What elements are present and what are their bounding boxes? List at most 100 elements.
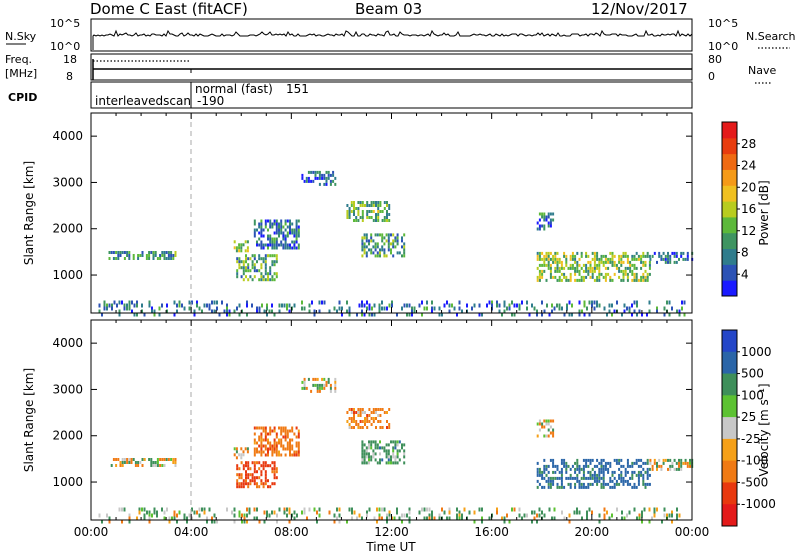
cpid-label: CPID (8, 91, 37, 104)
echo-cell (346, 300, 348, 305)
echo-cell (368, 306, 371, 311)
echo-cell (673, 254, 676, 258)
echo-cell (368, 408, 371, 411)
echo-cell (275, 260, 278, 264)
echo-cell (256, 450, 258, 454)
x-tick-label: 12:00 (374, 525, 409, 539)
echo-cell (403, 303, 406, 308)
echo-cell (261, 303, 263, 308)
echo-cell (350, 408, 353, 411)
echo-cell (374, 254, 377, 258)
echo-cell (580, 278, 583, 282)
echo-cell (242, 272, 245, 276)
echo-cell (172, 458, 175, 461)
echo-cell (667, 257, 669, 261)
echo-cell (269, 444, 272, 448)
echo-cell (600, 470, 603, 474)
echo-cell (586, 513, 588, 518)
echo-cell (401, 519, 403, 524)
echo-cell (325, 179, 328, 183)
echo-cell (280, 441, 283, 445)
echo-cell (113, 300, 116, 305)
echo-cell (191, 516, 193, 521)
echo-cell (613, 254, 616, 258)
echo-cell (390, 233, 392, 237)
echo-cell (390, 248, 392, 252)
echo-cell (558, 470, 561, 474)
echo-cell (549, 251, 552, 255)
echo-cell (640, 257, 643, 261)
echo-cell (646, 312, 648, 317)
echo-cell (638, 513, 641, 518)
echo-cell (262, 464, 265, 468)
power-ylabel: Slant Range [km] (22, 161, 36, 265)
echo-cell (623, 516, 626, 521)
cpid-name-2: normal (fast) (195, 82, 273, 96)
echo-cell (310, 179, 313, 183)
echo-cell (278, 441, 280, 445)
echo-cell (156, 464, 159, 467)
echo-cell (118, 300, 121, 305)
echo-cell (236, 482, 239, 486)
echo-cell (228, 309, 231, 314)
echo-cell (295, 219, 298, 223)
echo-cell (554, 269, 557, 273)
echo-cell (276, 513, 278, 518)
echo-cell (291, 228, 294, 232)
echo-cell (403, 443, 406, 447)
echo-cell (262, 228, 265, 232)
echo-cell (206, 516, 208, 521)
echo-cell (554, 470, 557, 474)
echo-cell (121, 461, 124, 464)
echo-cell (226, 507, 228, 512)
echo-cell (301, 176, 304, 180)
echo-cell (676, 507, 678, 512)
echo-cell (536, 422, 539, 426)
echo-cell (602, 485, 605, 489)
echo-cell (235, 450, 238, 454)
echo-cell (491, 300, 493, 305)
echo-cell (353, 201, 355, 204)
echo-cell (538, 482, 541, 486)
echo-cell (411, 306, 413, 311)
echo-cell (433, 516, 436, 521)
echo-cell (626, 458, 629, 462)
echo-cell (669, 467, 672, 471)
echo-cell (370, 411, 373, 414)
echo-cell (361, 408, 364, 411)
echo-cell (262, 429, 265, 433)
echo-cell (247, 269, 250, 273)
echo-cell (303, 510, 306, 515)
echo-cell (263, 519, 266, 524)
echo-cell (295, 450, 298, 454)
echo-cell (350, 204, 353, 207)
velocity-colorbar-tick-label: -25 (741, 432, 761, 446)
echo-cell (644, 482, 647, 486)
echo-cell (126, 461, 129, 464)
echo-cell (383, 242, 386, 246)
echo-cell (253, 234, 256, 238)
echo-cell (264, 219, 267, 223)
echo-cell (273, 219, 276, 223)
echo-cell (271, 275, 274, 279)
echo-cell (421, 507, 423, 512)
echo-cell (348, 309, 351, 314)
echo-cell (418, 510, 421, 515)
echo-cell (558, 257, 561, 261)
echo-cell (642, 275, 645, 279)
echo-cell (478, 312, 481, 317)
echo-cell (560, 482, 563, 486)
echo-cell (536, 434, 539, 438)
echo-cell (364, 411, 366, 414)
echo-cell (280, 228, 283, 232)
echo-cell (560, 485, 563, 489)
echo-cell (126, 306, 128, 311)
echo-cell (558, 260, 561, 264)
echo-cell (624, 272, 627, 276)
echo-cell (293, 432, 296, 436)
echo-cell (280, 231, 283, 235)
echo-cell (580, 254, 583, 258)
echo-cell (183, 513, 186, 518)
echo-cell (226, 309, 228, 314)
echo-cell (541, 215, 544, 219)
